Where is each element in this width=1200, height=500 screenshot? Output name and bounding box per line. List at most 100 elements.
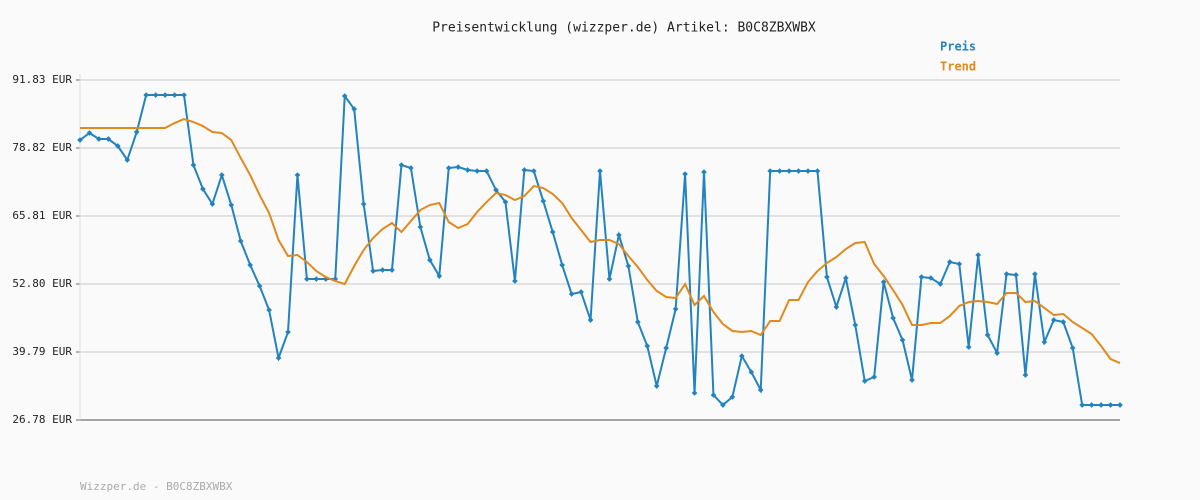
point-marker (1050, 317, 1057, 323)
point-marker (672, 306, 679, 312)
point-marker (266, 307, 272, 313)
point-marker (294, 172, 301, 178)
point-marker (1032, 271, 1038, 277)
point-marker (540, 198, 547, 204)
point-marker (77, 137, 83, 143)
point-marker (729, 394, 736, 400)
point-marker (464, 167, 471, 173)
point-marker (1003, 271, 1010, 277)
point-marker (445, 165, 452, 171)
point-marker (1107, 402, 1114, 408)
point-marker (152, 92, 159, 98)
point-marker (512, 278, 518, 284)
point-marker (975, 252, 982, 258)
point-marker (162, 92, 168, 98)
point-marker (483, 168, 490, 174)
point-marker (426, 257, 433, 263)
point-marker (341, 93, 348, 99)
point-marker (133, 129, 140, 135)
point-marker (1079, 402, 1086, 408)
point-marker (899, 337, 906, 343)
point-marker (701, 169, 707, 175)
point-marker (247, 262, 254, 268)
point-marker (786, 168, 792, 174)
point-marker (814, 168, 821, 174)
point-marker (370, 268, 376, 274)
point-marker (96, 136, 102, 142)
point-marker (625, 263, 632, 269)
point-marker (1069, 345, 1076, 351)
point-marker (200, 186, 206, 192)
point-marker (436, 273, 443, 279)
point-marker (805, 168, 811, 174)
point-marker (597, 168, 603, 174)
point-marker (521, 167, 528, 173)
point-marker (171, 92, 178, 98)
point-marker (530, 168, 537, 174)
point-marker (757, 387, 764, 393)
point-marker (417, 224, 424, 230)
series-line (80, 117, 1121, 364)
point-marker (559, 262, 566, 268)
point-marker (1041, 339, 1048, 345)
point-marker (682, 171, 688, 177)
point-marker (946, 259, 953, 265)
point-marker (275, 355, 282, 361)
point-marker (653, 383, 660, 389)
point-marker (1088, 402, 1095, 408)
point-marker (720, 402, 726, 408)
y-tick-label: 78.82 EUR (12, 141, 72, 154)
point-marker (984, 332, 991, 338)
point-marker (587, 317, 594, 323)
series-line (79, 93, 1120, 407)
point-marker (237, 238, 244, 244)
point-marker (568, 291, 575, 297)
point-marker (389, 267, 395, 273)
point-marker (852, 322, 859, 328)
point-marker (956, 261, 963, 267)
chart-title: Preisentwicklung (wizzper.de) Artikel: B… (432, 21, 816, 36)
point-marker (114, 143, 121, 149)
point-marker (256, 283, 263, 289)
point-marker (190, 162, 197, 168)
point-marker (918, 274, 925, 280)
point-marker (398, 162, 405, 168)
point-marker (578, 289, 584, 295)
point-marker (644, 343, 651, 349)
point-marker (691, 390, 698, 396)
point-marker (455, 164, 462, 170)
point-marker (909, 377, 915, 383)
point-marker (218, 172, 225, 178)
y-tick-label: 65.81 EUR (12, 209, 72, 222)
y-tick-label: 91.83 EUR (12, 73, 72, 86)
point-marker (871, 374, 878, 380)
point-marker (351, 106, 358, 112)
point-marker (748, 369, 755, 375)
point-marker (285, 329, 291, 335)
point-marker (143, 92, 150, 98)
legend-entry: Trend (940, 60, 976, 74)
point-marker (228, 202, 235, 208)
point-marker (824, 274, 830, 280)
point-marker (965, 344, 972, 350)
point-marker (1013, 272, 1019, 278)
point-marker (842, 275, 849, 281)
point-marker (833, 304, 840, 310)
point-marker (738, 353, 745, 359)
point-marker (606, 276, 613, 282)
y-tick-label: 39.79 EUR (12, 345, 72, 358)
point-marker (928, 275, 934, 281)
point-marker (994, 350, 1000, 356)
point-marker (616, 232, 622, 238)
point-marker (634, 319, 641, 325)
point-marker (105, 136, 112, 142)
point-marker (795, 168, 802, 174)
point-marker (549, 229, 556, 235)
point-marker (937, 281, 944, 287)
point-marker (1098, 402, 1104, 408)
point-marker (710, 392, 717, 398)
y-tick-label: 26.78 EUR (12, 413, 72, 426)
point-marker (493, 187, 499, 193)
